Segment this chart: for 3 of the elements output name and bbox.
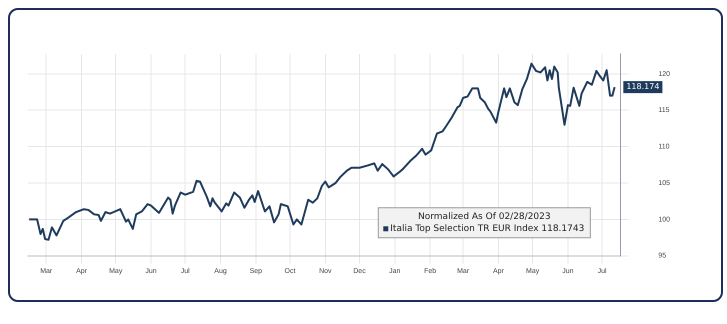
data-label: 118.174 [626,82,660,92]
legend-title: Normalized As Of 02/28/2023 [418,212,551,222]
legend-label: Italia Top Selection TR EUR Index 118.1743 [390,224,584,234]
